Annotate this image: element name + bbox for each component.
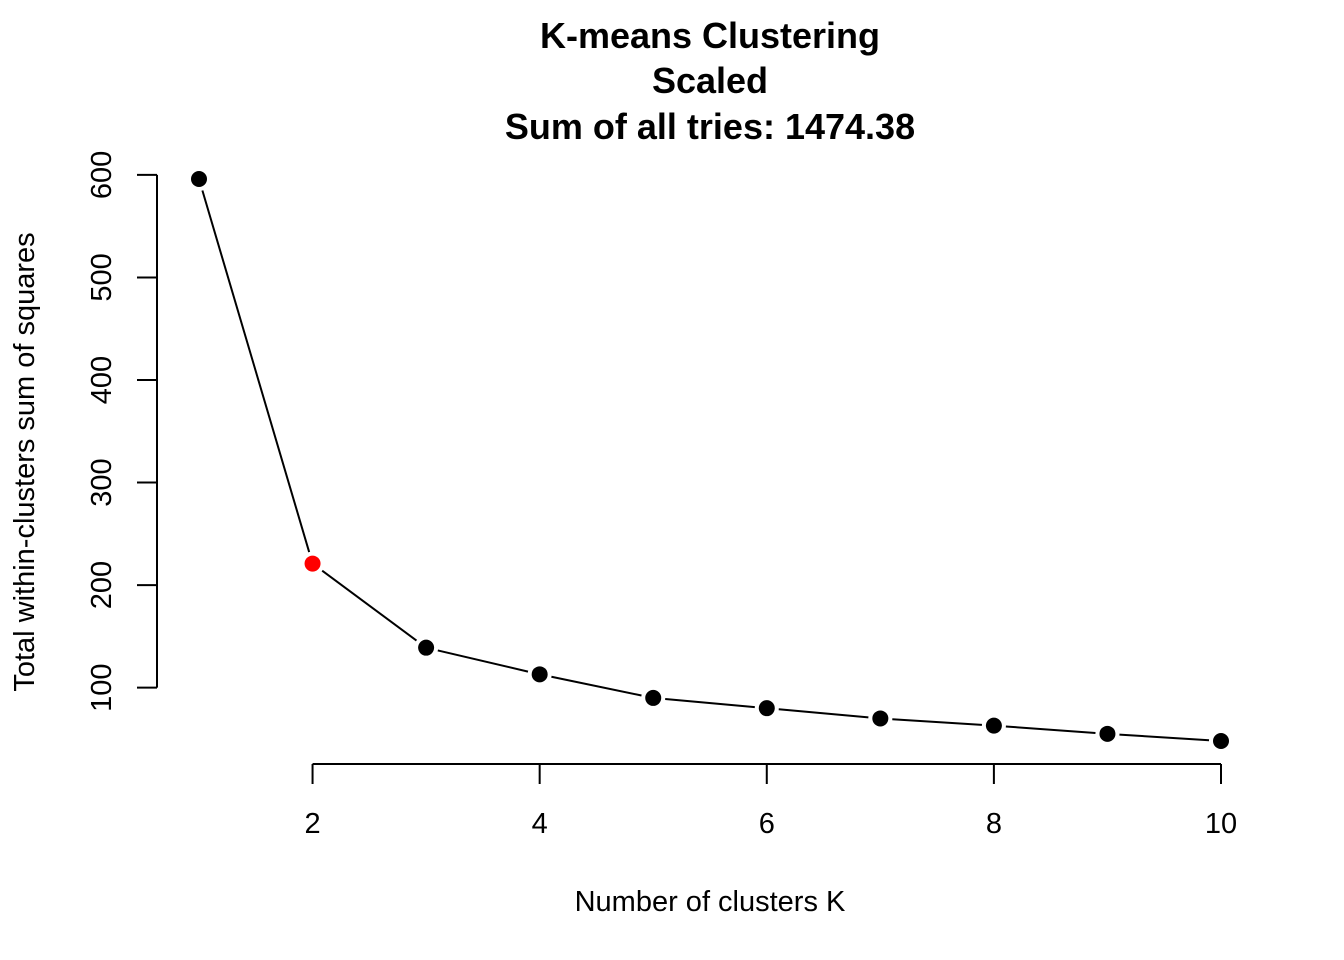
data-point (872, 710, 889, 727)
series-layer (191, 171, 1229, 749)
y-tick-label: 100 (86, 663, 118, 711)
series-line-segment (778, 708, 869, 719)
series-line-segment (551, 675, 642, 697)
y-axis-label: Total within-clusters sum of squares (9, 232, 41, 691)
chart-title-line-3: Sum of all tries: 1474.38 (505, 106, 915, 147)
x-tick-label: 10 (1205, 808, 1237, 840)
x-tick-label: 4 (532, 808, 548, 840)
series-line-segment (437, 649, 529, 673)
series-line-segment (1119, 733, 1210, 742)
y-tick-label: 500 (86, 253, 118, 301)
data-point (1099, 725, 1116, 742)
series-line-segment (321, 569, 418, 642)
data-point (758, 700, 775, 717)
x-tick-label: 2 (304, 808, 320, 840)
x-axis: 2 4 6 8 10 (304, 763, 1237, 840)
x-tick-label: 6 (759, 808, 775, 840)
chart-title-line-1: K-means Clustering (540, 15, 880, 56)
data-point (418, 639, 435, 656)
y-tick-label: 300 (86, 458, 118, 506)
data-point (645, 689, 662, 706)
data-point (531, 666, 548, 683)
series-line-segment (1005, 725, 1096, 734)
chart-title-line-2: Scaled (652, 60, 768, 101)
y-axis: 100 200 300 400 500 600 (86, 151, 158, 712)
y-tick-label: 400 (86, 356, 118, 404)
x-axis-label: Number of clusters K (575, 886, 846, 918)
x-tick-label: 8 (986, 808, 1002, 840)
y-tick-label: 200 (86, 561, 118, 609)
series-line-segment (201, 190, 311, 553)
y-tick-label: 600 (86, 151, 118, 199)
series-line-segment (892, 718, 982, 726)
series-line-segment (665, 698, 755, 709)
chart-title: K-means Clustering Scaled Sum of all tri… (505, 15, 915, 147)
data-point (985, 717, 1002, 734)
data-point (1213, 733, 1229, 749)
highlighted-data-point (304, 555, 321, 572)
data-point (191, 171, 207, 187)
